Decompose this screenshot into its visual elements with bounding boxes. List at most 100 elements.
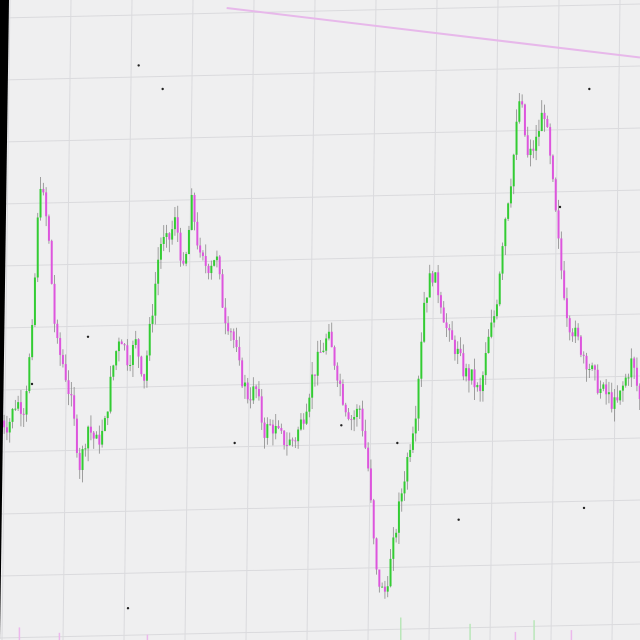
candle-body-up <box>129 364 132 366</box>
candle-body-up <box>406 457 409 482</box>
marker-dot <box>137 64 140 67</box>
candle-body-up <box>381 586 384 588</box>
candle-body-up <box>574 327 577 337</box>
volume-bar <box>400 617 402 640</box>
candle-body-down <box>571 332 574 337</box>
candle-body-up <box>509 186 512 204</box>
candle-body-down <box>176 217 179 233</box>
candle-body-down <box>143 374 146 381</box>
candle-body-up <box>403 481 406 494</box>
grid-line-horizontal <box>0 561 640 577</box>
candle-body-down <box>196 221 199 246</box>
candle-body-up <box>213 260 216 266</box>
candle-body-down <box>137 339 140 357</box>
candle-body-down <box>467 368 470 381</box>
candle-body-down <box>47 216 50 241</box>
candle-body-down <box>549 127 552 156</box>
candle-body-down <box>445 322 448 329</box>
candle-body-up <box>117 341 120 352</box>
grid-line-horizontal <box>0 189 640 205</box>
candle-body-up <box>599 388 602 394</box>
candle-body-down <box>473 369 476 388</box>
candle-body-up <box>392 537 395 559</box>
candle-body-down <box>367 447 370 469</box>
grid-line-horizontal <box>0 375 640 391</box>
candle-body-up <box>434 272 437 283</box>
candle-body-down <box>283 430 286 445</box>
grid-line-vertical <box>611 0 621 640</box>
marker-dot <box>582 506 586 510</box>
candle-body-up <box>395 532 398 538</box>
volume-bar <box>146 634 149 640</box>
candle-body-up <box>619 390 622 401</box>
candle-body-down <box>294 440 297 442</box>
candle-body-up <box>215 256 218 261</box>
candle-body-up <box>266 424 269 438</box>
candle-body-down <box>221 274 224 308</box>
candle-body-down <box>361 408 364 431</box>
candle-body-down <box>339 380 342 384</box>
candle-body-down <box>554 179 557 211</box>
candle-body-down <box>439 295 442 308</box>
candle-body-up <box>498 273 501 305</box>
grid-line-vertical <box>123 0 133 640</box>
candle-body-down <box>201 252 204 257</box>
candle-body-down <box>227 323 230 332</box>
grid-line-horizontal <box>0 251 640 267</box>
trendline-layer <box>226 7 640 59</box>
candle-body-down <box>5 427 8 433</box>
candle-body-up <box>425 297 428 303</box>
candle-body-up <box>8 421 11 433</box>
candle-body-down <box>383 586 386 592</box>
grid-line-vertical <box>428 0 438 640</box>
grid-line-vertical <box>550 0 560 640</box>
candle-body-down <box>260 396 263 423</box>
candle-body-down <box>238 346 241 361</box>
markers <box>30 64 591 610</box>
candle-body-down <box>193 194 196 222</box>
candle-body-up <box>325 338 328 351</box>
grid-line-horizontal <box>0 3 640 19</box>
grid-line-horizontal <box>0 127 640 143</box>
candle-body-up <box>621 385 624 391</box>
marker-dot <box>30 382 34 386</box>
grid-line-horizontal <box>0 65 640 81</box>
candle-body-up <box>308 397 311 412</box>
candle-body-up <box>490 322 493 337</box>
candles <box>0 93 640 599</box>
candle-body-down <box>45 192 48 217</box>
candle-body-down <box>448 328 451 331</box>
candle-body-down <box>269 424 272 426</box>
candle-body-down <box>451 330 454 340</box>
candle-body-up <box>311 374 314 398</box>
candle-body-up <box>14 408 17 410</box>
candle-body-up <box>624 377 627 386</box>
candle-body-down <box>442 307 445 323</box>
candle-body-down <box>616 397 619 401</box>
candle-body-up <box>515 121 518 155</box>
candle-body-up <box>185 254 188 264</box>
candle-body-up <box>353 417 356 420</box>
candle-body-up <box>316 351 319 376</box>
candle-body-up <box>417 378 420 419</box>
candle-body-up <box>11 408 14 422</box>
candle-body-up <box>493 316 496 323</box>
grid-line-vertical <box>306 0 316 640</box>
candle-body-up <box>481 375 484 392</box>
candle-body-down <box>319 351 322 353</box>
grid-line-vertical <box>62 0 72 640</box>
volume-bar <box>570 630 573 640</box>
candle-body-up <box>243 382 246 387</box>
grid-line-horizontal <box>0 437 640 453</box>
candle-body-up <box>630 358 633 378</box>
candle-body-down <box>551 155 554 180</box>
candle-body-up <box>84 448 87 450</box>
candle-body-up <box>613 397 616 409</box>
candle-body-down <box>459 348 462 354</box>
candle-body-down <box>271 424 274 434</box>
candle-body-down <box>375 538 378 570</box>
marker-dot <box>233 441 236 445</box>
candle-body-down <box>257 388 260 397</box>
